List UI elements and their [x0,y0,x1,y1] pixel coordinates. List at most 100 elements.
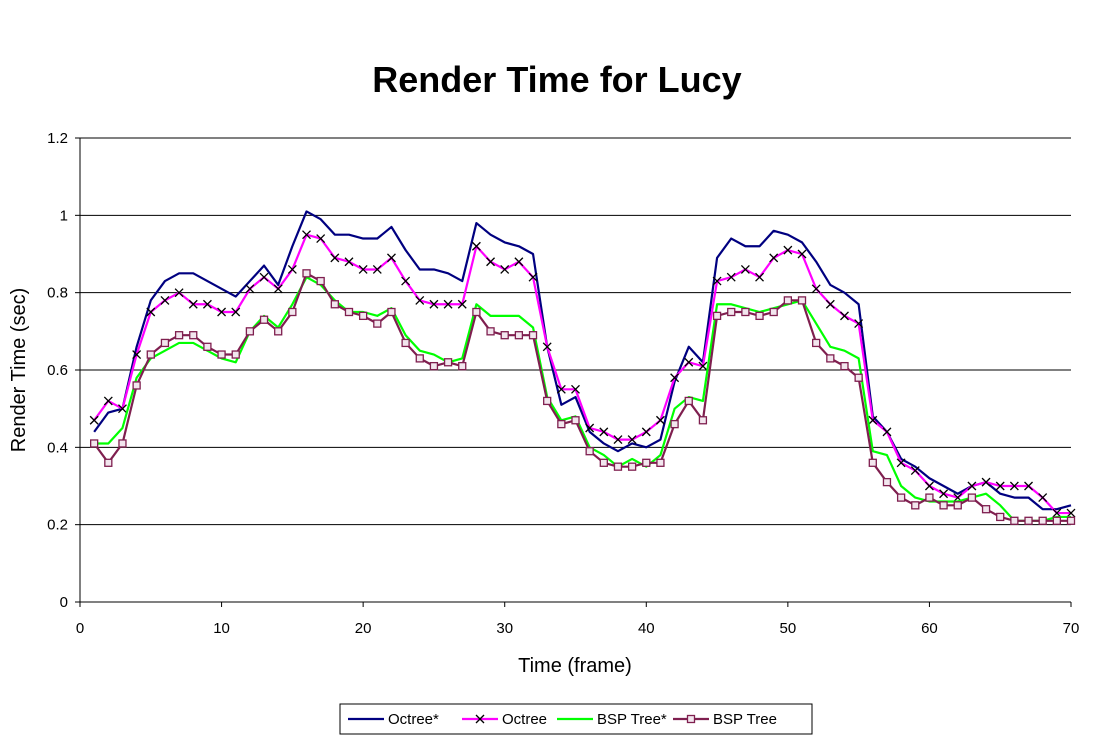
data-point [302,269,311,278]
data-point [712,311,722,321]
legend-item: BSP Tree [673,711,777,728]
data-point [217,350,226,359]
legend-label: Octree* [388,711,439,728]
data-point [655,415,665,425]
data-point [769,253,779,263]
data-point [854,319,864,329]
data-point [783,245,793,255]
data-point [755,272,765,282]
data-point [358,311,368,321]
data-point [429,299,439,309]
data-point [132,381,141,390]
series-octree [89,230,1076,518]
x-tick-label: 20 [355,620,372,637]
data-point [472,307,481,317]
data-point [826,354,835,363]
data-point [981,505,991,514]
data-point [726,272,736,282]
x-axis-label: Time (frame) [518,655,632,677]
data-point [486,327,495,336]
series-line [93,272,1071,522]
data-point [316,234,326,243]
data-point [896,493,906,502]
data-point [698,416,708,425]
data-point [372,265,382,274]
data-point [471,241,481,251]
data-point [443,358,453,367]
data-point [571,384,580,394]
data-point [542,342,552,352]
data-point [458,361,467,371]
y-tick-label: 0 [60,594,68,611]
data-point [627,462,637,471]
data-point [231,307,241,317]
data-point [160,295,170,305]
data-point [528,272,538,282]
data-point [259,315,269,324]
data-point [585,447,594,456]
data-point [585,423,595,433]
data-point [641,427,651,437]
data-point [769,307,778,317]
data-point [1052,508,1062,518]
data-point [740,265,750,274]
series-line [93,210,1072,511]
x-tick-label: 10 [213,620,230,637]
data-point [797,249,807,259]
data-point [274,327,283,336]
data-point [273,284,283,294]
data-point [373,319,382,328]
data-point [1024,481,1033,491]
legend-marker [475,714,485,724]
data-point [514,331,524,340]
data-point [146,307,156,317]
data-point [925,493,934,502]
data-point [443,299,453,309]
data-point [203,342,212,351]
data-point [882,427,892,437]
data-point [1038,493,1048,503]
tick-labels: 0 0.2 0.4 0.6 0.8 1 1.2 0 10 20 30 40 50 60 70 [47,130,1079,637]
data-point [854,373,863,382]
gridlines [80,137,1071,526]
data-point [1024,516,1033,525]
data-point [712,276,722,286]
data-point [1038,516,1047,525]
data-point [981,477,991,487]
legend-label: BSP Tree [713,711,777,728]
y-tick-label: 0.2 [47,517,68,534]
y-tick-label: 1.2 [47,130,68,147]
data-point [698,361,708,371]
data-point [599,458,608,467]
legend-label: BSP Tree* [597,711,667,728]
data-point [797,296,807,305]
data-point [1010,516,1019,525]
data-point [160,338,170,348]
data-point [103,396,113,406]
data-point [358,265,368,274]
data-point [386,253,396,263]
data-point [387,307,396,317]
data-point [401,338,410,348]
data-point [90,439,99,448]
x-tick-label: 60 [921,620,938,637]
data-point [727,307,736,317]
axes [75,137,1072,607]
data-point [939,501,948,510]
data-point [245,284,255,294]
data-point [910,466,920,475]
data-point [811,284,821,294]
data-point [104,458,113,467]
legend-item: Octree* [348,711,439,728]
data-point [146,350,155,359]
data-point [1066,516,1076,525]
data-point [486,257,496,267]
data-point [755,311,764,321]
data-point [189,331,198,340]
x-tick-label: 40 [638,620,655,637]
data-point [825,299,835,309]
data-point [344,307,354,317]
data-point [882,477,892,487]
data-point [188,299,198,309]
